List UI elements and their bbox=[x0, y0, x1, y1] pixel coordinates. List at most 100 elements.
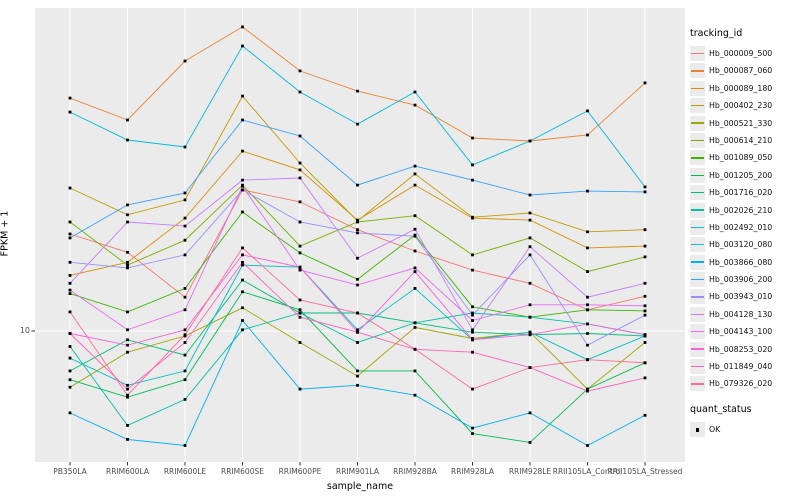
data-point bbox=[643, 228, 647, 232]
quant-status-legend: quant_status OK bbox=[690, 404, 798, 438]
legend-item-label: Hb_000521_330 bbox=[709, 118, 773, 128]
data-point bbox=[183, 224, 187, 228]
data-point bbox=[586, 343, 589, 347]
data-point bbox=[241, 290, 244, 294]
data-point bbox=[126, 343, 129, 347]
data-point bbox=[586, 303, 589, 307]
x-tick-label: RRII105LA_Control bbox=[552, 467, 623, 476]
data-point bbox=[183, 216, 187, 220]
legend-item: Hb_000009_500 bbox=[690, 46, 798, 61]
legend-item: Hb_000521_330 bbox=[690, 115, 798, 131]
data-point bbox=[413, 287, 417, 290]
data-point bbox=[183, 253, 187, 257]
data-point bbox=[68, 110, 72, 114]
data-point bbox=[586, 230, 589, 234]
data-point bbox=[471, 136, 474, 140]
x-tick-label: RRII105LA_Stressed bbox=[607, 467, 683, 476]
data-point bbox=[356, 89, 359, 93]
series-color-line-icon bbox=[691, 122, 704, 124]
data-point bbox=[471, 328, 474, 332]
legend-title-tracking-id: tracking_id bbox=[690, 28, 743, 39]
series-color-line-icon bbox=[691, 278, 704, 281]
series-color-line-icon bbox=[691, 139, 704, 142]
series-color-line-icon bbox=[691, 365, 704, 368]
data-point bbox=[183, 333, 187, 337]
data-point bbox=[126, 260, 129, 264]
series-color-line-icon bbox=[691, 261, 704, 263]
legend-item-label: Hb_001205_200 bbox=[709, 170, 773, 180]
data-point bbox=[241, 118, 244, 122]
data-point bbox=[413, 393, 417, 397]
data-point bbox=[298, 308, 302, 312]
data-point bbox=[68, 385, 72, 389]
data-point bbox=[68, 186, 72, 190]
series-color-line-icon bbox=[691, 104, 704, 107]
data-point bbox=[68, 220, 72, 224]
data-point bbox=[413, 227, 417, 231]
series-color-line-icon bbox=[691, 313, 704, 316]
series-color-line-icon bbox=[691, 331, 704, 333]
legend-key-swatch bbox=[690, 341, 705, 357]
data-point bbox=[183, 398, 187, 401]
series-color-line-icon bbox=[691, 157, 704, 159]
data-point bbox=[471, 319, 474, 322]
data-point bbox=[298, 311, 302, 315]
data-point bbox=[183, 378, 187, 382]
data-point bbox=[413, 347, 417, 351]
data-point bbox=[68, 332, 72, 335]
data-point bbox=[183, 145, 187, 149]
data-point bbox=[643, 361, 647, 365]
data-point bbox=[241, 306, 244, 310]
data-point bbox=[183, 328, 187, 332]
data-point bbox=[528, 211, 532, 215]
data-point bbox=[183, 444, 187, 447]
x-tick-label: PB350LA bbox=[53, 467, 87, 476]
legend-key-swatch bbox=[690, 115, 705, 131]
legend-item-ok: OK bbox=[690, 422, 798, 438]
data-point bbox=[183, 198, 187, 202]
data-point bbox=[471, 215, 474, 219]
data-point bbox=[586, 109, 589, 113]
x-axis-title: sample_name bbox=[326, 481, 394, 492]
data-point bbox=[356, 369, 359, 373]
data-point bbox=[298, 265, 302, 269]
data-point bbox=[241, 319, 244, 322]
data-point bbox=[126, 220, 129, 224]
data-point bbox=[586, 270, 589, 273]
x-tick-label: RRIM600LE bbox=[163, 467, 207, 476]
data-point bbox=[126, 383, 129, 387]
series-color-line-icon bbox=[691, 244, 704, 246]
data-point bbox=[183, 353, 187, 357]
data-point bbox=[586, 389, 589, 393]
legend-item: Hb_000402_230 bbox=[690, 98, 798, 114]
data-point bbox=[413, 183, 417, 187]
x-tick-label: RRIM928LA bbox=[451, 467, 494, 476]
legend-item: Hb_004143_100 bbox=[690, 324, 798, 340]
legend-item: Hb_000087_060 bbox=[690, 63, 798, 79]
legend-item-label: Hb_000614_210 bbox=[709, 135, 773, 145]
legend-key-swatch bbox=[690, 150, 705, 166]
data-point bbox=[241, 210, 244, 214]
data-point bbox=[643, 376, 647, 380]
data-point bbox=[643, 81, 647, 85]
data-point bbox=[183, 59, 187, 63]
y-tick-label-10: 10 bbox=[19, 326, 30, 335]
legend-item-label: Hb_000402_230 bbox=[709, 101, 773, 111]
x-tick-label: RRIM928BA bbox=[393, 467, 437, 476]
data-point bbox=[241, 328, 244, 332]
data-point bbox=[68, 96, 72, 100]
data-point bbox=[126, 387, 129, 391]
legend-item-label: Hb_000089_180 bbox=[709, 83, 773, 93]
legend-key-swatch bbox=[690, 289, 705, 305]
data-point bbox=[471, 330, 474, 334]
data-point bbox=[528, 330, 532, 334]
data-point bbox=[413, 321, 417, 325]
legend-item-label: Hb_003943_010 bbox=[709, 292, 773, 302]
legend-item: Hb_008253_020 bbox=[690, 341, 798, 357]
data-point bbox=[471, 426, 474, 430]
data-point bbox=[126, 350, 129, 354]
data-point bbox=[528, 333, 532, 337]
legend-item: Hb_000089_180 bbox=[690, 80, 798, 96]
